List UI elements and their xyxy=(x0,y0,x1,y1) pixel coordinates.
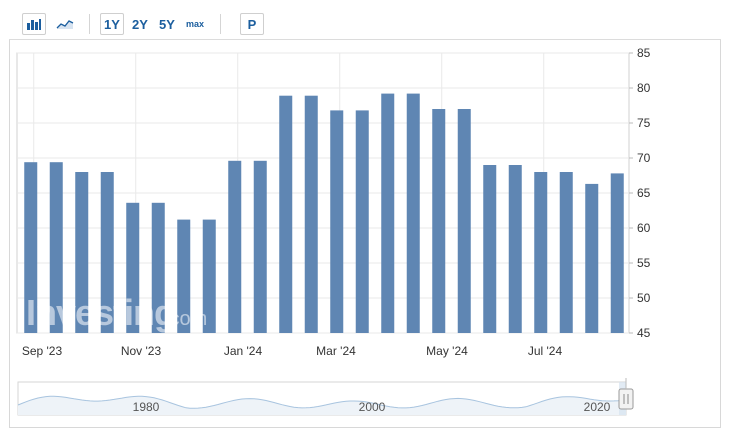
bar[interactable] xyxy=(432,109,446,333)
bar[interactable] xyxy=(202,219,216,333)
navigator-handle-icon[interactable] xyxy=(618,388,634,410)
x-tick-label: Jan '24 xyxy=(224,344,263,358)
bar[interactable] xyxy=(151,202,165,333)
toolbar-separator xyxy=(220,14,221,34)
navigator-year-label: 1980 xyxy=(133,400,160,414)
bar[interactable] xyxy=(177,219,191,333)
chart-toolbar: 1Y 2Y 5Y max P xyxy=(9,6,721,40)
range-1y-label: 1Y xyxy=(104,16,120,32)
bar[interactable] xyxy=(406,93,420,333)
x-tick-label: Nov '23 xyxy=(121,344,162,358)
bar[interactable] xyxy=(585,183,599,333)
bar[interactable] xyxy=(457,109,471,333)
p-button[interactable]: P xyxy=(240,13,264,35)
y-tick-label: 60 xyxy=(637,221,651,235)
bar[interactable] xyxy=(24,162,38,333)
range-1y-button[interactable]: 1Y xyxy=(100,13,124,35)
range-2y-button[interactable]: 2Y xyxy=(132,16,148,32)
y-tick-label: 75 xyxy=(637,116,651,130)
bar[interactable] xyxy=(228,160,242,333)
bar-chart-type-button[interactable] xyxy=(22,13,46,35)
bar[interactable] xyxy=(610,173,624,333)
y-tick-label: 65 xyxy=(637,186,651,200)
bar[interactable] xyxy=(534,172,548,333)
y-tick-label: 50 xyxy=(637,291,651,305)
bar-chart-icon xyxy=(27,19,41,30)
x-tick-label: Mar '24 xyxy=(316,344,356,358)
bar[interactable] xyxy=(355,110,369,334)
bar[interactable] xyxy=(381,93,395,333)
watermark-brand: Investing xyxy=(26,292,175,333)
y-tick-label: 85 xyxy=(637,46,651,60)
navigator-area xyxy=(18,396,626,415)
watermark-suffix: .com xyxy=(164,308,207,330)
bar[interactable] xyxy=(100,172,114,333)
bar[interactable] xyxy=(508,165,522,333)
range-max-button[interactable]: max xyxy=(185,19,204,29)
bar[interactable] xyxy=(253,160,267,333)
navigator-year-label: 2020 xyxy=(584,400,611,414)
x-tick-label: Jul '24 xyxy=(528,344,563,358)
bar[interactable] xyxy=(75,172,89,333)
bar[interactable] xyxy=(559,172,573,333)
bar[interactable] xyxy=(330,110,344,334)
navigator-line xyxy=(17,395,627,409)
bar[interactable] xyxy=(49,162,63,333)
area-chart-type-button[interactable] xyxy=(53,13,77,35)
toolbar-separator xyxy=(89,14,90,34)
y-tick-label: 45 xyxy=(637,326,651,340)
x-tick-label: May '24 xyxy=(426,344,468,358)
bar[interactable] xyxy=(304,95,318,333)
bar[interactable] xyxy=(126,202,140,333)
y-tick-label: 70 xyxy=(637,151,651,165)
area-chart-icon xyxy=(56,20,74,29)
navigator-year-label: 2000 xyxy=(359,400,386,414)
bar[interactable] xyxy=(483,165,497,333)
x-tick-label: Sep '23 xyxy=(22,344,63,358)
y-tick-label: 80 xyxy=(637,81,651,95)
y-tick-label: 55 xyxy=(637,256,651,270)
range-5y-button[interactable]: 5Y xyxy=(159,16,175,32)
bar[interactable] xyxy=(279,95,293,333)
